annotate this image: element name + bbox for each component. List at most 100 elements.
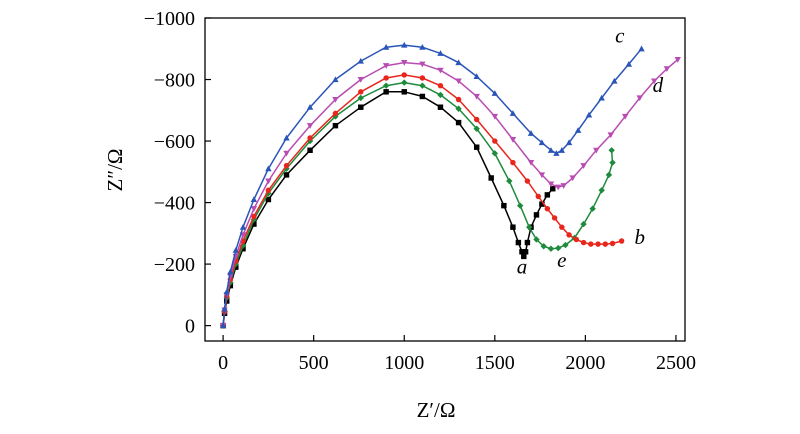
series-b-point: [566, 232, 572, 238]
series-d-point: [651, 78, 658, 85]
series-b: [220, 72, 625, 329]
series-d-point: [491, 113, 499, 120]
series-b-point: [544, 206, 551, 212]
labels-group: a e b d c: [517, 24, 664, 279]
x-tick-label: 2000: [565, 352, 605, 374]
series-c-point: [401, 41, 408, 48]
series-c-point: [357, 57, 364, 64]
series-e-point: [562, 241, 569, 249]
series-a-point: [419, 93, 426, 100]
series-d-point: [607, 132, 614, 139]
series-e-point: [533, 236, 540, 243]
series-e-point: [506, 177, 513, 185]
series-e-line: [222, 81, 614, 326]
series-c-point: [265, 165, 272, 172]
series-a-point: [510, 224, 516, 230]
series-d-point: [569, 175, 576, 182]
series-d-point: [674, 56, 681, 63]
series-b-point: [265, 187, 272, 193]
y-tick-label: 0: [185, 316, 195, 338]
series-e-point: [401, 79, 408, 86]
series-c-point: [538, 139, 546, 146]
series-e: [219, 79, 616, 329]
x-tick-label: 1000: [384, 352, 424, 374]
series-c-point: [219, 322, 227, 329]
series-c-point: [558, 147, 566, 153]
series-label-e: e: [557, 248, 566, 272]
series-d-point: [437, 67, 444, 74]
series-c-line: [222, 44, 643, 326]
series-e-point: [455, 105, 462, 112]
x-tick-label: 500: [299, 352, 329, 374]
series-c-point: [509, 110, 517, 116]
series-c-point: [638, 45, 645, 52]
series-c-point: [306, 104, 314, 110]
series-d-point: [473, 93, 480, 100]
series-b-point: [332, 110, 339, 117]
series-e-point: [540, 243, 547, 250]
x-tick-label: 2500: [656, 352, 696, 374]
series-d-point: [250, 206, 258, 212]
series-a-point: [307, 147, 313, 153]
x-axis-title: Z′/Ω: [417, 398, 456, 422]
series-a-point: [283, 172, 290, 178]
series-b-point: [559, 224, 565, 230]
series-b-point: [580, 239, 587, 246]
series-b-point: [419, 75, 426, 81]
series-c-point: [491, 90, 499, 96]
series-e-point: [516, 202, 524, 209]
series-e-point: [605, 171, 613, 179]
series-b-point: [535, 193, 542, 200]
series-a-point: [521, 253, 527, 260]
series-c-point: [625, 60, 633, 67]
series-d: [219, 56, 681, 329]
series-a-point: [473, 144, 480, 150]
y-tick-label: −1000: [144, 8, 195, 30]
series-a-point: [524, 239, 531, 246]
series-c-point: [585, 111, 593, 118]
series-b-point: [358, 89, 364, 95]
series-label-d: d: [653, 73, 664, 97]
series-c-point: [455, 59, 462, 66]
series-d-point: [332, 96, 339, 103]
series-c-point: [419, 44, 426, 50]
series-a-point: [515, 239, 522, 246]
series-b-point: [573, 236, 580, 243]
y-tick-label: −800: [154, 70, 195, 92]
series-b-point: [551, 215, 558, 221]
series-label-c: c: [615, 24, 625, 48]
series-d-point: [636, 95, 643, 102]
series-a-point: [501, 202, 507, 209]
series-a-point: [539, 201, 545, 207]
series-e-point: [419, 82, 426, 89]
series-e-point: [382, 82, 390, 89]
series-c-point: [547, 147, 555, 153]
series-c-point: [239, 223, 247, 230]
series-d-point: [357, 76, 364, 83]
series-d-point: [622, 113, 629, 120]
series-c-point: [473, 73, 480, 80]
series-b-point: [473, 116, 480, 123]
series-d-point: [593, 147, 600, 154]
series-c-point: [598, 94, 605, 101]
series-d-point: [283, 150, 290, 157]
series-a-point: [533, 212, 540, 218]
series-b-point: [618, 238, 625, 244]
series-b-point: [602, 241, 609, 247]
series-e-point: [473, 125, 480, 132]
series-a-point: [519, 249, 525, 255]
y-tick-label: −600: [154, 131, 195, 153]
series-d-point: [580, 163, 587, 169]
series-c-point: [221, 305, 228, 312]
series-b-point: [510, 159, 516, 166]
series-b-point: [595, 241, 601, 247]
y-axis-title: Z″/Ω: [103, 148, 127, 191]
series-a-point: [550, 186, 556, 192]
series-c-point: [250, 196, 258, 203]
series-d-point: [560, 183, 567, 189]
series-c-point: [283, 134, 290, 141]
series-e-point: [491, 150, 499, 157]
series-d-point: [382, 63, 390, 69]
series-b-point: [524, 178, 531, 184]
series-a-point: [332, 122, 339, 129]
